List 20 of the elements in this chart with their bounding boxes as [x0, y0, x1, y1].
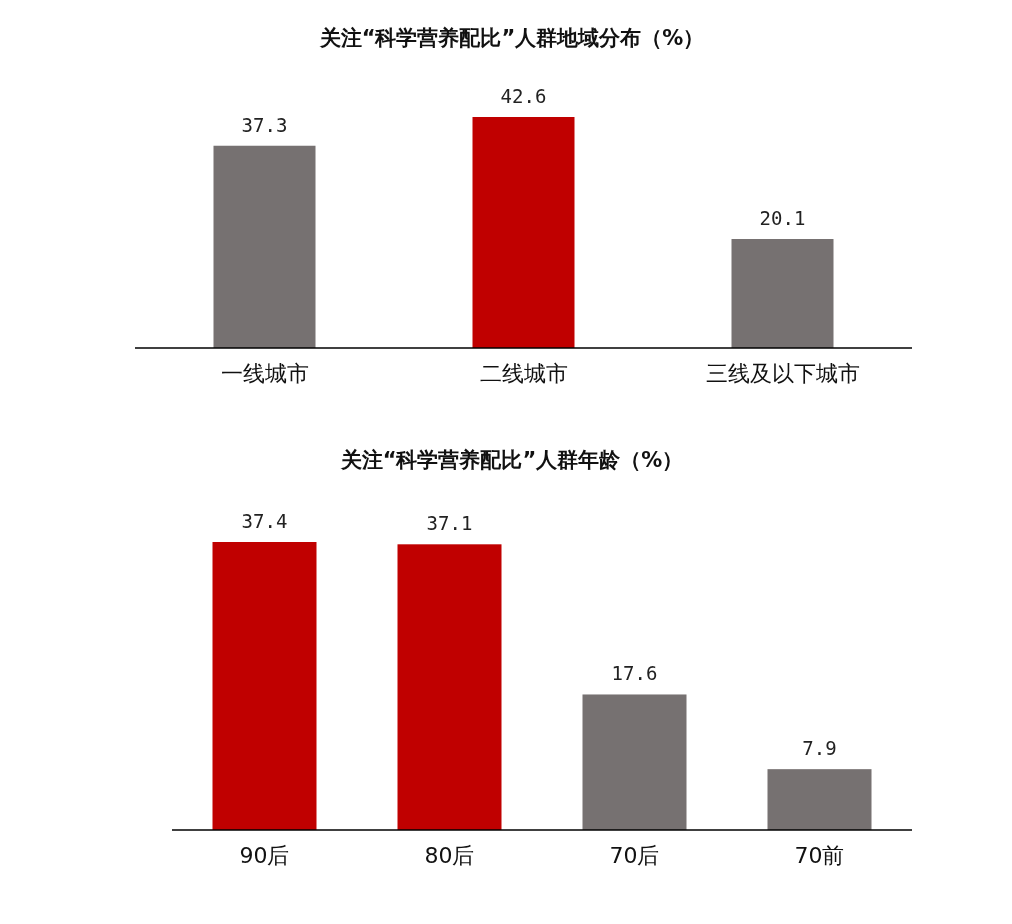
data-label: 37.4 — [241, 510, 288, 532]
data-label: 7.9 — [802, 737, 837, 760]
data-label: 42.6 — [500, 85, 547, 107]
data-label: 37.3 — [241, 113, 288, 136]
chart-title: 关注“科学营养配比”人群地域分布（%） — [318, 26, 705, 50]
x-tick-label: 三线及以下城市 — [705, 361, 860, 386]
bar — [582, 694, 687, 830]
data-label: 17.6 — [611, 662, 658, 685]
x-tick-label: 80后 — [424, 843, 475, 868]
x-tick-label: 90后 — [239, 843, 290, 868]
x-tick-label: 70前 — [794, 843, 845, 868]
data-label: 37.1 — [426, 512, 473, 535]
bar — [212, 542, 317, 830]
data-label: 20.1 — [759, 207, 806, 230]
x-tick-label: 70后 — [609, 843, 660, 868]
chart-title: 关注“科学营养配比”人群年龄（%） — [339, 448, 684, 472]
bar — [397, 544, 502, 830]
bar — [767, 769, 872, 830]
x-tick-label: 一线城市 — [220, 361, 309, 386]
x-tick-label: 二线城市 — [479, 361, 568, 386]
